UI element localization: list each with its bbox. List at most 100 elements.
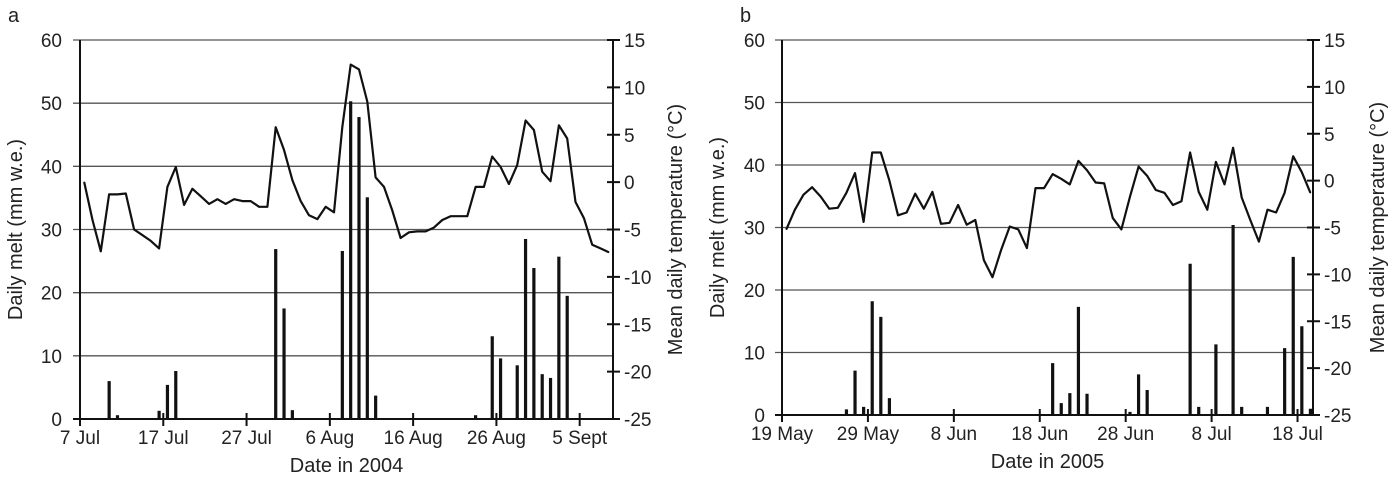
temperature-point: [923, 208, 925, 210]
y-tick-label: 60: [41, 31, 62, 52]
melt-bar: [548, 377, 553, 419]
x-tick-label: 29 May: [837, 424, 900, 445]
temperature-line: [83, 63, 610, 254]
temperature-point: [1275, 211, 1277, 214]
y2-tick-label: 10: [1324, 78, 1345, 99]
melt-bar: [1136, 374, 1141, 415]
temperature-point: [1223, 183, 1226, 185]
y2-axis-title: Mean daily temperature (°C): [665, 104, 687, 355]
temperature-point: [854, 172, 856, 174]
temperature-point: [216, 198, 219, 200]
melt-bar: [282, 308, 286, 419]
temperature-point: [1120, 228, 1122, 230]
temperature-point: [524, 119, 527, 122]
temperature-point: [325, 206, 327, 208]
temperature-point: [785, 228, 787, 230]
panel-label: a: [8, 5, 20, 27]
temperature-point: [1000, 249, 1002, 251]
temperature-point: [133, 228, 135, 231]
temperature-point: [583, 217, 585, 219]
y-tick-label: 50: [744, 94, 765, 115]
y2-tick-label: -10: [624, 268, 651, 289]
y-axis-title: Daily melt (mm w.e.): [5, 139, 27, 320]
melt-bar: [844, 409, 849, 415]
temperature-point: [266, 206, 268, 208]
temperature-point: [811, 186, 813, 188]
temperature-point: [1112, 217, 1114, 219]
temperature-point: [341, 126, 343, 128]
temperature-point: [1146, 175, 1148, 177]
temperature-point: [499, 166, 502, 168]
y2-tick-label: -20: [624, 363, 651, 384]
temperature-point: [433, 227, 435, 229]
y2-tick-label: -20: [1324, 359, 1351, 380]
melt-bar: [349, 101, 353, 419]
temperature-point: [820, 195, 822, 198]
melt-bar: [115, 415, 120, 419]
temperature-point: [1241, 196, 1243, 199]
melt-bar: [1085, 393, 1089, 415]
temperature-point: [845, 192, 848, 194]
temperature-point: [802, 194, 805, 196]
temperature-line: [785, 146, 1312, 279]
temperature-point: [183, 204, 185, 206]
temperature-point: [897, 214, 899, 216]
melt-bar: [1300, 326, 1304, 415]
temperature-point: [408, 231, 410, 233]
temperature-point: [91, 219, 94, 221]
y-tick-label: 40: [41, 157, 62, 178]
melt-bar: [473, 415, 478, 419]
y-tick-label: 40: [744, 156, 765, 177]
x-tick-label: 6 Aug: [306, 428, 355, 449]
y-axis-title: Daily melt (mm w.e.): [707, 137, 729, 318]
x-tick-label: 18 Jul: [1272, 424, 1323, 445]
temperature-point: [880, 151, 882, 154]
melt-bar: [879, 316, 883, 415]
temperature-point: [208, 203, 210, 205]
temperature-point: [441, 219, 443, 221]
temperature-point: [957, 204, 959, 206]
temperature-point: [316, 218, 318, 220]
melt-bar: [1214, 344, 1218, 415]
temperature-point: [350, 64, 352, 66]
melt-bar: [1188, 263, 1192, 415]
x-axis-title: Date in 2004: [290, 455, 403, 477]
temperature-point: [558, 124, 560, 126]
y2-tick-label: -25: [1324, 406, 1351, 427]
y2-tick-label: 5: [1324, 125, 1335, 146]
temperature-point: [591, 244, 593, 246]
temperature-point: [1180, 200, 1183, 202]
temperature-point: [974, 219, 976, 221]
temperature-point: [450, 215, 452, 217]
temperature-point: [1266, 209, 1269, 211]
temperature-point: [300, 200, 302, 202]
melt-bar: [1051, 363, 1055, 415]
temperature-point: [1043, 187, 1045, 189]
temperature-point: [516, 164, 518, 166]
x-tick-label: 17 Jul: [138, 428, 189, 449]
temperature-point: [191, 188, 194, 190]
x-tick-label: 26 Aug: [467, 428, 526, 449]
y2-tick-label: 10: [624, 78, 645, 99]
temperature-point: [1026, 247, 1028, 249]
y-tick-label: 60: [744, 31, 765, 52]
temperature-point: [1292, 155, 1294, 157]
y2-tick-label: 5: [624, 126, 635, 147]
temperature-point: [158, 247, 160, 250]
y-tick-label: 30: [41, 221, 62, 242]
melt-bar: [157, 410, 161, 419]
temperature-point: [175, 166, 177, 168]
temperature-point: [166, 186, 169, 188]
temperature-point: [1052, 173, 1054, 175]
temperature-point: [366, 100, 368, 103]
y2-tick-label: 0: [1324, 172, 1335, 193]
melt-bar: [870, 301, 874, 415]
melt-bar: [1197, 406, 1201, 415]
temperature-point: [1069, 183, 1071, 185]
temperature-point: [888, 180, 891, 182]
temperature-point: [283, 149, 285, 151]
temperature-point: [1163, 192, 1165, 194]
x-tick-label: 19 May: [751, 424, 814, 445]
temperature-point: [425, 230, 427, 232]
chart-panel-a: a 0 10 20 30 40 50 60 -25 -20 -15 -10 -5 0 5 10 15 7 Jul 1…: [5, 5, 687, 477]
